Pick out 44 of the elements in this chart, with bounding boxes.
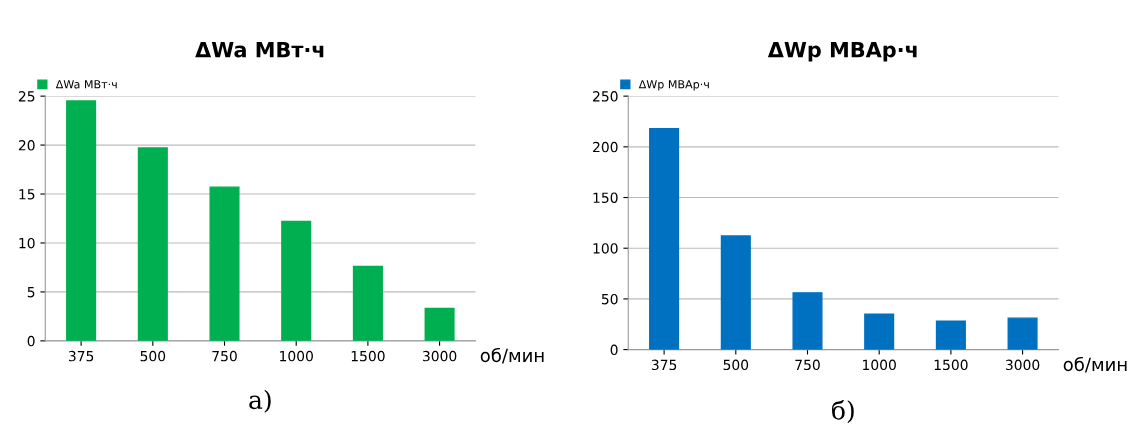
x-tick-label: 500 [723, 359, 749, 371]
bar [352, 265, 383, 341]
legend-label: ΔWp МВАр·ч [638, 80, 709, 91]
x-tick-label: 3000 [1005, 359, 1040, 371]
y-tick-label: 0 [610, 344, 618, 356]
x-tick-label: 375 [68, 350, 94, 362]
bar [720, 235, 751, 350]
legend-label: ΔWa МВт·ч [55, 80, 117, 89]
bar [209, 186, 240, 341]
x-tick-label: 1000 [280, 350, 313, 362]
x-tick-label: 750 [212, 350, 237, 362]
y-tick-label: 5 [27, 287, 35, 298]
bar [66, 100, 97, 341]
x-tick-label: 375 [651, 359, 677, 371]
bar [281, 220, 312, 341]
x-axis-title: об/мин [480, 347, 544, 364]
x-tick-label: 1500 [351, 350, 385, 362]
text: а) [249, 389, 271, 413]
x-tick-label: 500 [140, 350, 166, 362]
x-tick-label: 1500 [934, 359, 968, 371]
y-tick-label: 15 [19, 189, 35, 200]
y-tick-label: 200 [593, 141, 618, 153]
y-tick-label: 150 [593, 192, 618, 203]
bar [1007, 317, 1038, 350]
y-tick-label: 250 [593, 91, 618, 102]
bar [935, 320, 966, 350]
x-tick-label: 3000 [422, 350, 457, 362]
bar [424, 307, 455, 341]
text: б) [832, 399, 854, 424]
x-axis-title: об/мин [1063, 356, 1127, 373]
y-tick-label: 0 [27, 335, 35, 347]
y-tick-label: 100 [593, 243, 618, 254]
bar [137, 147, 168, 341]
y-tick-label: 20 [18, 140, 35, 151]
y-tick-label: 50 [601, 293, 618, 305]
bar [864, 313, 895, 350]
y-tick-label: 25 [18, 91, 35, 102]
chart-title: ΔWa МВт·ч [195, 42, 324, 58]
bar [649, 127, 680, 350]
y-tick-label: 10 [19, 237, 35, 249]
x-tick-label: 750 [795, 359, 820, 371]
x-tick-label: 1000 [863, 359, 896, 371]
chart-title: ΔWp МВАр·ч [767, 42, 917, 62]
bar [792, 292, 823, 350]
